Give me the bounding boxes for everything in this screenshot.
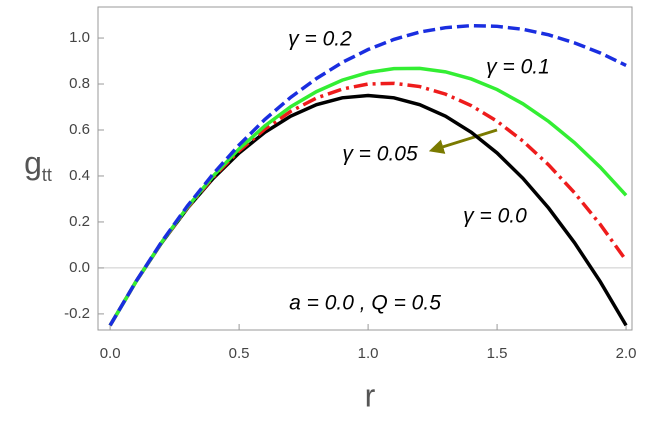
y-tick-label: 0.0 (69, 259, 90, 276)
y-tick-label: 0.6 (69, 121, 90, 138)
x-axis-title: r (365, 377, 376, 413)
y-tick-label: 1.0 (69, 29, 90, 46)
y-tick-label: 0.8 (69, 75, 90, 92)
x-tick-label: 0.5 (229, 345, 250, 362)
y-tick-label: 0.4 (69, 167, 90, 184)
y-tick-label: -0.2 (64, 305, 90, 322)
series-line (108, 23, 627, 327)
plot-frame (97, 6, 633, 331)
x-tick-label: 0.0 (100, 345, 121, 362)
series-label: γ = 0.0 (463, 205, 527, 228)
series-label: γ = 0.05 (342, 143, 418, 166)
x-tick-label: 1.5 (487, 345, 508, 362)
series-label: γ = 0.1 (486, 56, 550, 79)
y-axis-title: gtt (24, 145, 52, 184)
y-axis-title-sub: tt (42, 165, 52, 185)
annotation: a = 0.0 , Q = 0.5 (289, 292, 441, 315)
x-tick-label: 1.0 (358, 345, 379, 362)
series-label: γ = 0.2 (288, 28, 352, 51)
series-line (108, 66, 628, 327)
y-tick-label: 0.2 (69, 213, 90, 230)
y-axis-title-main: g (24, 145, 42, 181)
x-tick-label: 2.0 (616, 345, 637, 362)
arrow (428, 128, 498, 154)
